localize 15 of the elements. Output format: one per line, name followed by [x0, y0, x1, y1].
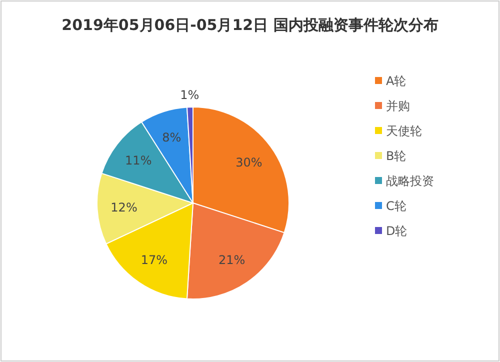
- legend-label: 战略投资: [386, 174, 434, 188]
- data-label: 12%: [110, 200, 138, 214]
- data-label: 8%: [162, 130, 182, 144]
- data-label: 11%: [125, 154, 152, 168]
- data-label: 1%: [180, 88, 200, 102]
- data-label: 30%: [236, 155, 262, 170]
- data-label: 21%: [218, 253, 246, 268]
- legend-label: A轮: [386, 74, 406, 88]
- legend-label: 天使轮: [386, 124, 422, 138]
- legend-label: D轮: [386, 224, 408, 238]
- legend-label: 并购: [386, 99, 410, 113]
- chart-title: 2019年05月06日-05月12日 国内投融资事件轮次分布: [62, 16, 438, 34]
- legend-label: C轮: [386, 199, 406, 213]
- data-label: 17%: [140, 253, 168, 268]
- legend-label: B轮: [386, 149, 406, 163]
